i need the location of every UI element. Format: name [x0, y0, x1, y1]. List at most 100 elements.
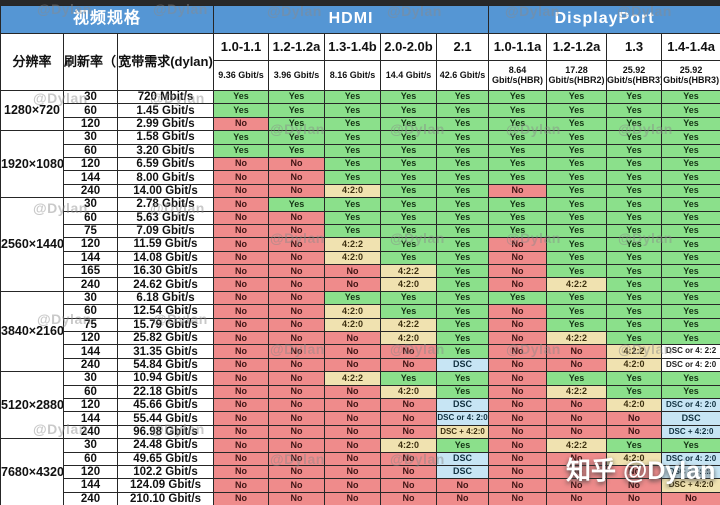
refresh-rate-cell: 240: [63, 277, 118, 292]
support-cell: Yes: [436, 210, 490, 225]
bandwidth-cell: 14.4 Gbit/s: [380, 60, 438, 91]
support-cell: Yes: [606, 223, 663, 239]
support-cell: DSC or 4: 2:0: [661, 357, 720, 373]
support-cell: No: [488, 317, 548, 333]
support-cell: Yes: [213, 103, 270, 118]
support-cell: Yes: [436, 156, 490, 172]
support-cell: No: [488, 304, 548, 319]
support-cell: Yes: [606, 237, 663, 252]
support-cell: Yes: [606, 183, 663, 199]
support-cell: Yes: [436, 250, 490, 266]
refresh-rate-cell: 60: [63, 210, 118, 225]
support-cell: No: [213, 290, 270, 306]
support-cell: Yes: [436, 197, 490, 212]
support-cell: Yes: [546, 317, 608, 333]
support-cell: DSC or 4: 2:0: [661, 397, 720, 413]
bandwidth-column-header: 宽带需求(dylan): [116, 33, 215, 91]
support-cell: No: [268, 223, 326, 239]
table-row: 60 3.20 Gbit/s Yes Yes Yes Yes Yes Yes Yes Yes Yes: [1, 143, 720, 158]
support-cell: Yes: [436, 143, 490, 158]
bandwidth-cell: 25.92 Gbit/s(HBR3): [606, 60, 663, 91]
support-cell: Yes: [606, 89, 663, 105]
support-cell: No: [268, 344, 326, 359]
support-cell: Yes: [606, 438, 663, 453]
support-cell: No: [488, 344, 548, 359]
support-cell: Yes: [380, 156, 438, 172]
support-cell: Yes: [488, 103, 548, 118]
support-cell: No: [606, 424, 663, 440]
table-row: 144 14.08 Gbit/s No No 4:2:0 Yes Yes No Yes Yes Ye…: [1, 250, 720, 266]
support-cell: Yes: [380, 103, 438, 118]
resolution-cell: 7680×4320: [0, 438, 64, 505]
refresh-rate-cell: 240: [63, 424, 118, 440]
bandwidth-requirement-cell: 55.44 Gbit/s: [116, 411, 215, 426]
support-cell: No: [324, 397, 382, 413]
support-cell: No: [268, 277, 326, 292]
support-cell: Yes: [436, 331, 490, 346]
support-cell: No: [436, 478, 490, 493]
table-row: 120 2.99 Gbit/s No Yes Yes Yes Yes Yes Yes Yes Yes: [1, 116, 720, 132]
support-cell: Yes: [546, 290, 608, 306]
support-cell: Yes: [661, 170, 720, 185]
hdmi-header: HDMI: [213, 5, 490, 34]
refresh-rate-cell: 120: [63, 397, 118, 413]
table-row: 144 8.00 Gbit/s No No Yes Yes Yes Yes Yes Yes Yes: [1, 170, 720, 185]
support-cell: No: [268, 371, 326, 386]
support-cell: Yes: [661, 183, 720, 199]
support-cell: No: [488, 464, 548, 480]
table-body: 1280×720 30 720 Mbit/s Yes Yes Yes Yes Yes Yes Ye…: [0, 89, 720, 505]
support-cell: Yes: [324, 143, 382, 158]
table-row: 144 55.44 Gbit/s No No No No DSC or 4: 2:0 No No…: [1, 411, 720, 426]
support-cell: Yes: [380, 116, 438, 132]
support-cell: Yes: [606, 290, 663, 306]
support-cell: No: [268, 331, 326, 346]
support-cell: No: [324, 344, 382, 359]
bandwidth-requirement-cell: 24.48 Gbit/s: [116, 438, 215, 453]
support-cell: Yes: [436, 130, 490, 145]
support-cell: Yes: [606, 130, 663, 145]
bandwidth-requirement-cell: 720 Mbit/s: [116, 89, 215, 105]
support-cell: No: [324, 384, 382, 399]
table-row: 75 15.79 Gbit/s No No 4:2:0 4:2:2 Yes No Yes Yes Y…: [1, 317, 720, 333]
support-cell: No: [488, 451, 548, 466]
support-cell: Yes: [324, 197, 382, 212]
resolution-cell: 1920×1080: [0, 130, 64, 199]
support-cell: No: [546, 397, 608, 413]
version-cell: 1.2-1.2a: [546, 33, 608, 61]
support-cell: Yes: [324, 210, 382, 225]
support-cell: Yes: [436, 384, 490, 399]
support-cell: Yes: [606, 371, 663, 386]
table-row: 240 210.10 Gbit/s No No No No No No No No No: [1, 491, 720, 505]
support-cell: No: [268, 237, 326, 252]
table-row: 5120×2880 30 10.94 Gbit/s No No 4:2:2 Yes Yes No…: [0, 371, 720, 440]
support-cell: Yes: [606, 384, 663, 399]
support-cell: No: [213, 491, 270, 505]
support-cell: Yes: [606, 156, 663, 172]
support-cell: Yes: [661, 317, 720, 333]
support-cell: Yes: [661, 384, 720, 399]
support-cell: No: [213, 237, 270, 252]
table-row: 240 96.98 Gbit/s No No No No DSC + 4:2:0 No No No…: [1, 424, 720, 440]
refresh-rate-cell: 165: [63, 264, 118, 279]
support-cell: Yes: [488, 130, 548, 145]
support-cell: No: [268, 438, 326, 453]
bandwidth-requirement-cell: 96.98 Gbit/s: [116, 424, 215, 440]
refresh-rate-cell: 120: [63, 116, 118, 132]
table-row: 60 22.18 Gbit/s No No No 4:2:0 Yes No 4:2:2 Yes Ye…: [1, 384, 720, 399]
support-cell: No: [546, 424, 608, 440]
support-cell: No: [324, 478, 382, 493]
resolution-cell: 1280×720: [0, 89, 64, 132]
support-cell: Yes: [213, 130, 270, 145]
support-cell: Yes: [661, 277, 720, 292]
refresh-rate-cell: 60: [63, 304, 118, 319]
support-cell: No: [213, 250, 270, 266]
compatibility-table: 视频规格 HDMI DisplayPort 分辨率 刷新率（Hz） 宽带需求(d…: [0, 5, 720, 505]
support-cell: DSC or 4: 2:2: [661, 344, 720, 359]
bandwidth-requirement-cell: 11.59 Gbit/s: [116, 237, 215, 252]
version-cell: 1.2-1.2a: [268, 33, 326, 61]
bandwidth-requirement-cell: 8.00 Gbit/s: [116, 170, 215, 185]
support-cell: Yes: [606, 331, 663, 346]
support-cell: No: [488, 384, 548, 399]
bandwidth-cell: 3.96 Gbit/s: [268, 60, 326, 91]
support-cell: Yes: [661, 223, 720, 239]
